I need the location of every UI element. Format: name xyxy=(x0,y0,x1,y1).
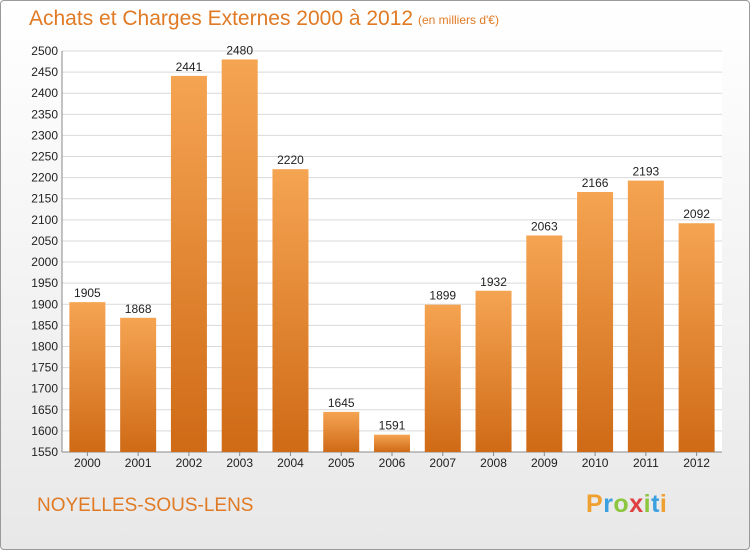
logo-letter: i xyxy=(659,490,668,518)
x-tick-label: 2003 xyxy=(226,456,253,470)
y-tick-label: 1850 xyxy=(31,318,58,332)
y-tick-label: 2000 xyxy=(31,255,58,269)
y-tick-label: 2250 xyxy=(31,150,58,164)
y-tick-label: 2150 xyxy=(31,192,58,206)
data-label: 2166 xyxy=(582,176,609,190)
logo-letter: i xyxy=(643,490,652,518)
chart-title: Achats et Charges Externes 2000 à 2012 xyxy=(29,7,414,30)
data-label: 1899 xyxy=(429,289,456,303)
x-tick-label: 2000 xyxy=(74,456,101,470)
bar xyxy=(120,317,157,452)
y-tick-label: 1900 xyxy=(31,297,58,311)
data-label: 1905 xyxy=(74,286,101,300)
y-tick-label: 1800 xyxy=(31,339,58,353)
logo-letter: r xyxy=(603,490,614,518)
data-label: 2220 xyxy=(277,153,304,167)
y-tick-label: 2500 xyxy=(31,44,58,58)
data-label: 2063 xyxy=(531,219,558,233)
x-tick-label: 2006 xyxy=(379,456,406,470)
y-tick-label: 1550 xyxy=(31,445,58,459)
y-tick-label: 2100 xyxy=(31,213,58,227)
proxiti-logo: Proxiti xyxy=(586,490,667,519)
y-tick-label: 1750 xyxy=(31,361,58,375)
x-tick-label: 2002 xyxy=(176,456,203,470)
y-tick-label: 2450 xyxy=(31,65,58,79)
y-tick-label: 2300 xyxy=(31,128,58,142)
town-name: NOYELLES-SOUS-LENS xyxy=(37,495,254,516)
data-label: 2092 xyxy=(683,207,710,221)
y-tick-label: 2200 xyxy=(31,171,58,185)
bar xyxy=(221,59,258,452)
x-tick-label: 2008 xyxy=(480,456,507,470)
logo-letter: o xyxy=(613,490,630,518)
logo-letter: t xyxy=(651,490,660,518)
y-tick-label: 1600 xyxy=(31,424,58,438)
x-tick-label: 2010 xyxy=(582,456,609,470)
plot-area xyxy=(62,51,722,452)
data-label: 2193 xyxy=(632,165,659,179)
y-tick-label: 1650 xyxy=(31,403,58,417)
bar xyxy=(526,235,563,452)
x-tick-label: 2011 xyxy=(633,456,659,470)
logo-letter: P xyxy=(586,490,604,518)
bar xyxy=(475,290,512,452)
y-tick-label: 2400 xyxy=(31,86,58,100)
y-tick-label: 1950 xyxy=(31,276,58,290)
bar xyxy=(170,75,207,453)
data-label: 1932 xyxy=(480,275,507,289)
data-label: 1868 xyxy=(125,302,152,316)
bar xyxy=(424,304,461,452)
logo-letter: x xyxy=(629,490,644,518)
x-tick-label: 2004 xyxy=(277,456,304,470)
x-tick-label: 2012 xyxy=(683,456,710,470)
x-tick-label: 2009 xyxy=(531,456,558,470)
chart-subtitle: (en milliers d'€) xyxy=(418,13,499,27)
y-tick-label: 1700 xyxy=(31,382,58,396)
bar xyxy=(69,302,106,452)
x-tick-label: 2007 xyxy=(429,456,456,470)
bar xyxy=(323,411,360,452)
bar xyxy=(577,191,614,452)
bar xyxy=(678,223,715,452)
data-label: 1645 xyxy=(328,396,355,410)
data-label: 2480 xyxy=(226,43,253,57)
bar xyxy=(374,434,410,452)
x-tick-label: 2005 xyxy=(328,456,355,470)
bar xyxy=(272,169,309,453)
data-label: 1591 xyxy=(379,419,406,433)
bar xyxy=(627,180,664,453)
y-tick-label: 2350 xyxy=(31,107,58,121)
y-tick-label: 2050 xyxy=(31,234,58,248)
x-tick-label: 2001 xyxy=(125,456,152,470)
data-label: 2441 xyxy=(176,60,203,74)
